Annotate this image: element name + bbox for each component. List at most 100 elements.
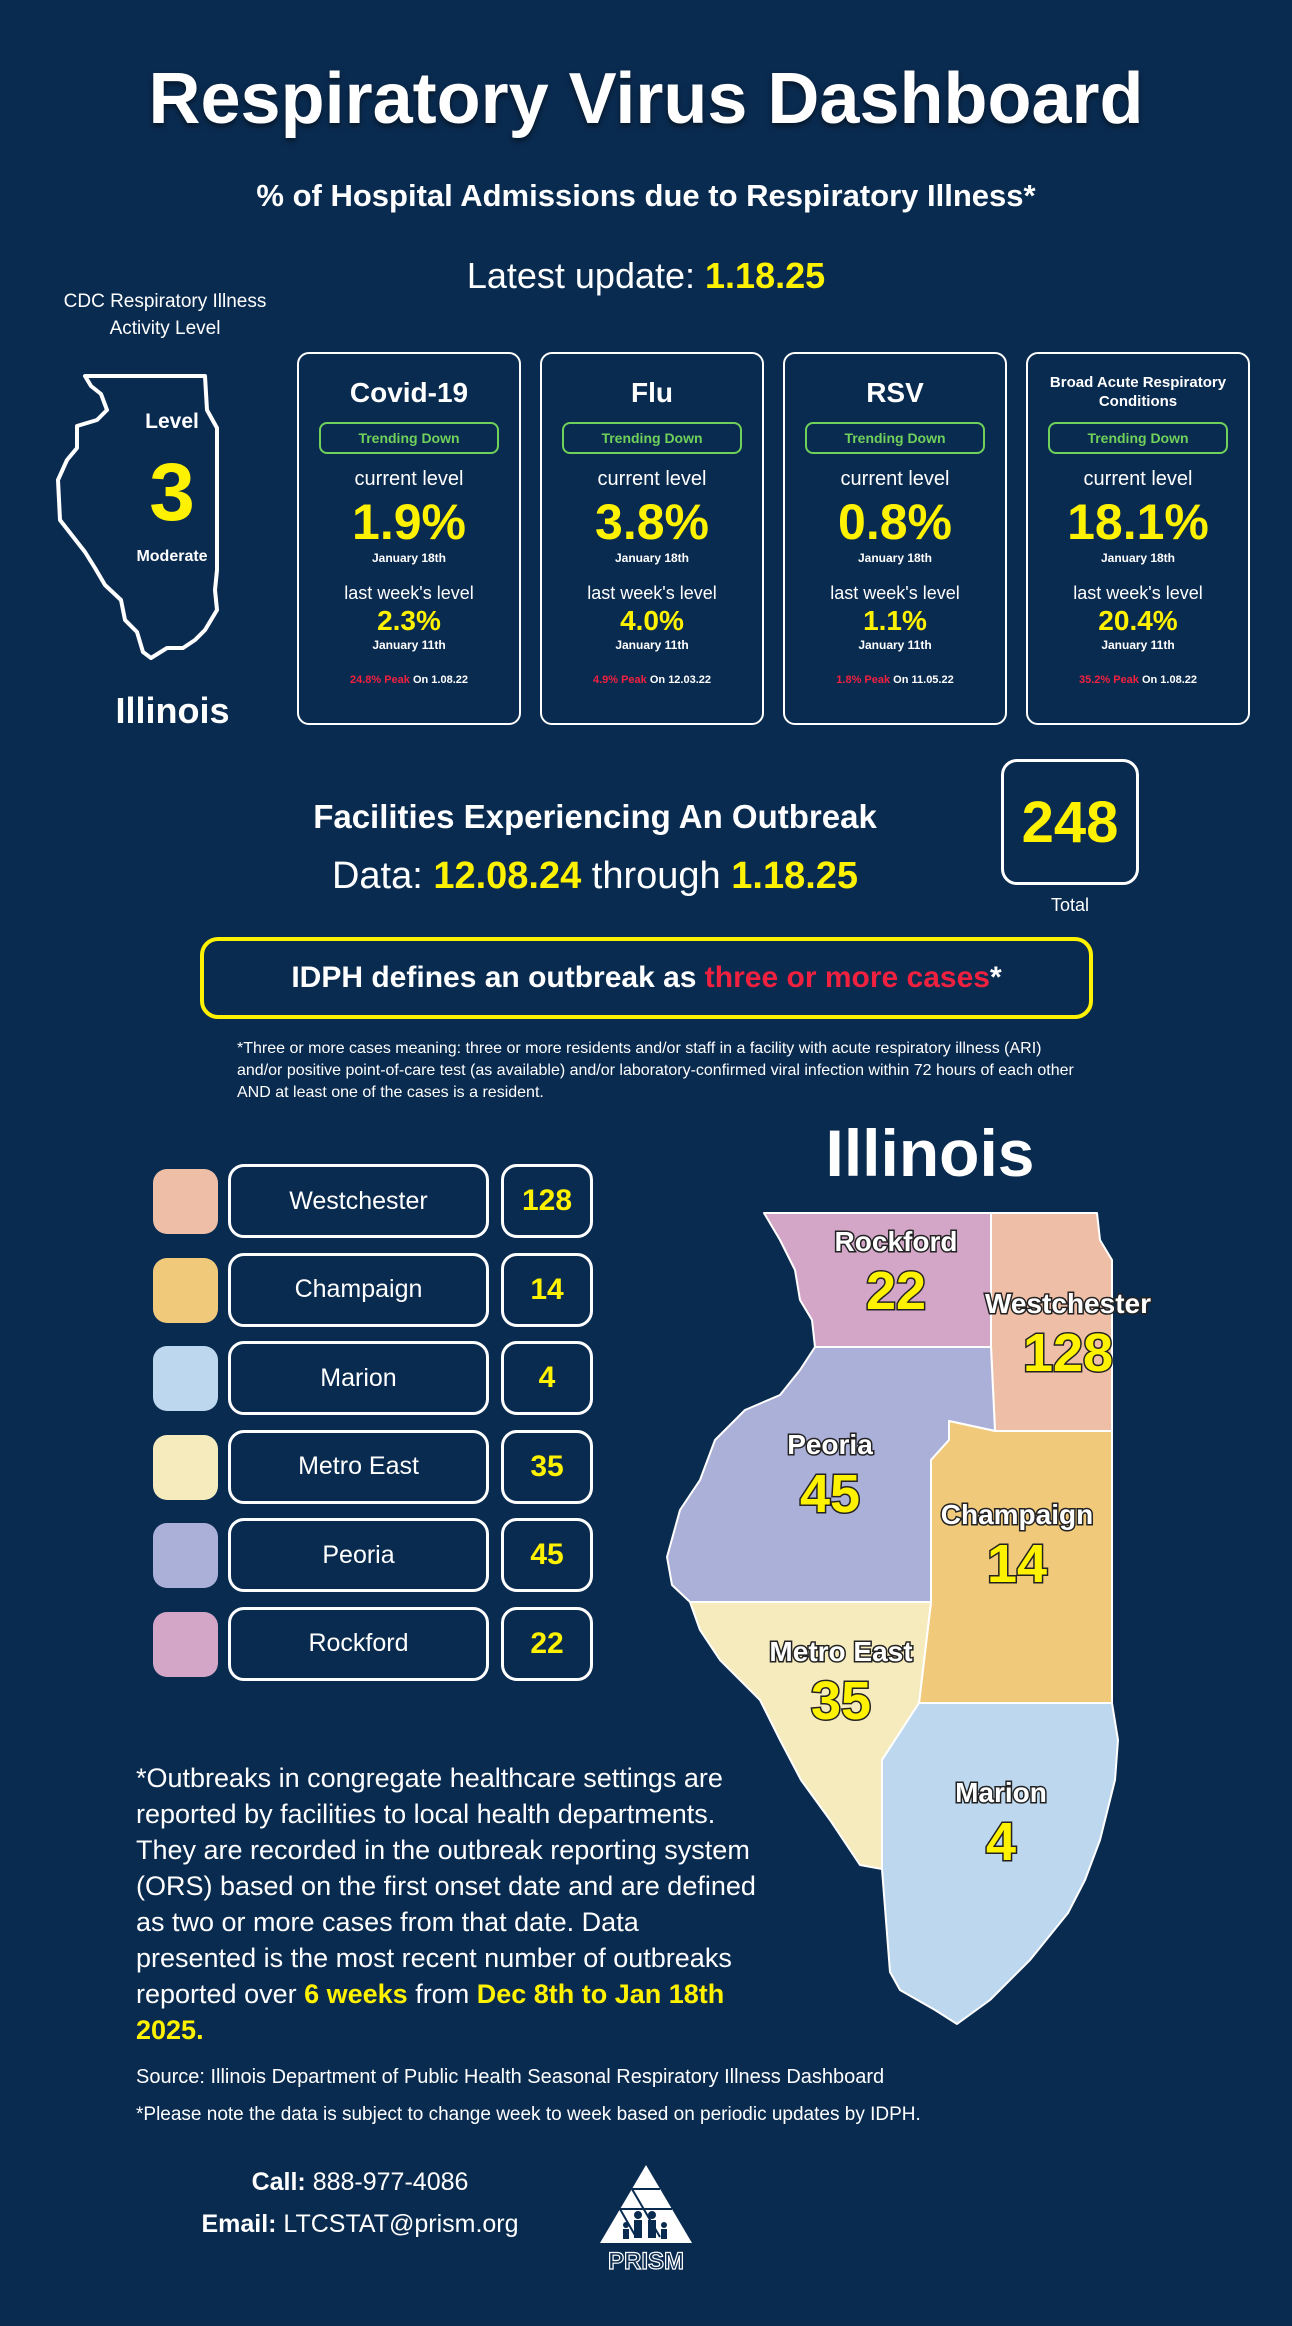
legend-region-count: 22 xyxy=(501,1606,593,1681)
current-level-date: January 18th xyxy=(857,551,933,565)
peak-date: On 11.05.22 xyxy=(893,674,954,686)
map-region-label: Champaign xyxy=(941,1499,1093,1530)
legend-region-count: 35 xyxy=(501,1429,593,1504)
trend-badge: Trending Down xyxy=(319,422,499,454)
metric-card: Covid-19 Trending Down current level 1.9… xyxy=(297,352,521,725)
peak-date: On 12.03.22 xyxy=(649,674,712,686)
disclaimer-text: *Please note the data is subject to chan… xyxy=(136,2104,921,2125)
prism-logo-icon: PRISM xyxy=(600,2165,692,2275)
map-region-count: 14 xyxy=(987,1534,1047,1594)
cdc-activity-label: CDC Respiratory Illness Activity Level xyxy=(20,288,310,342)
last-week-date: January 11th xyxy=(858,638,932,652)
current-level-label: current level xyxy=(354,468,464,490)
metric-card: Flu Trending Down current level 3.8% Jan… xyxy=(540,352,764,725)
map-title: Illinois xyxy=(825,1116,1035,1190)
card-title: Covid-19 xyxy=(349,376,469,408)
map-region-label: Westchester xyxy=(985,1288,1151,1319)
region-champaign xyxy=(918,1420,1113,1704)
last-week-label: last week's level xyxy=(830,583,960,603)
region-westchester xyxy=(990,1212,1113,1432)
peak-info: 1.8% Peak On 11.05.22 xyxy=(785,674,1005,686)
card-title: Broad Acute Respiratory Conditions xyxy=(1049,374,1227,410)
update-date: 1.18.25 xyxy=(705,255,826,296)
notes-mid: from xyxy=(407,1979,477,2009)
current-level-value: 0.8% xyxy=(838,494,952,550)
map-region-count: 128 xyxy=(1023,1323,1113,1383)
outbreak-notes: *Outbreaks in congregate healthcare sett… xyxy=(136,1760,756,2048)
region-marion xyxy=(881,1702,1119,2025)
data-label: Data: xyxy=(331,855,434,897)
peak-value: 4.9% Peak xyxy=(592,674,647,686)
last-week-label: last week's level xyxy=(344,583,474,603)
current-level-label: current level xyxy=(1083,468,1193,490)
card-title: RSV xyxy=(866,376,924,408)
definition-footnote: *Three or more cases meaning: three or m… xyxy=(237,1040,1074,1101)
notes-range: Dec 8th to Jan 18th 2025. xyxy=(136,1979,725,2045)
legend-swatch xyxy=(153,1434,218,1500)
cdc-label-line2: Activity Level xyxy=(109,318,221,339)
map-region-count: 22 xyxy=(866,1261,926,1321)
current-level-value: 18.1% xyxy=(1067,494,1209,550)
map-region-count: 45 xyxy=(800,1464,860,1524)
last-week-label: last week's level xyxy=(587,583,717,603)
peak-info: 4.9% Peak On 12.03.22 xyxy=(542,674,762,686)
current-level-date: January 18th xyxy=(1100,551,1176,565)
email-address[interactable]: LTCSTAT@prism.org xyxy=(276,2210,519,2238)
total-outbreaks: 248 xyxy=(1001,759,1139,885)
last-week-value: 1.1% xyxy=(863,605,927,636)
definition-suffix: * xyxy=(989,961,1002,994)
metric-card: Broad Acute Respiratory Conditions Trend… xyxy=(1026,352,1250,725)
through-label: through xyxy=(581,855,732,897)
notes-weeks: 6 weeks xyxy=(304,1979,408,2009)
trend-badge: Trending Down xyxy=(1048,422,1228,454)
logo-text: PRISM xyxy=(608,2248,684,2275)
current-level-date: January 18th xyxy=(614,551,690,565)
call-label: Call: xyxy=(251,2168,306,2196)
legend-swatch xyxy=(153,1611,218,1677)
legend-region-count: 14 xyxy=(501,1252,593,1327)
contact-email: Email: LTCSTAT@prism.org xyxy=(140,2210,580,2239)
notes-text: *Outbreaks in congregate healthcare sett… xyxy=(136,1763,756,2009)
current-level-label: current level xyxy=(840,468,950,490)
source-text: Source: Illinois Department of Public He… xyxy=(136,2066,885,2088)
total-label: Total xyxy=(1050,895,1090,915)
legend-swatch xyxy=(153,1523,218,1588)
current-level-label: current level xyxy=(597,468,707,490)
current-level-value: 3.8% xyxy=(595,494,709,550)
card-title: Flu xyxy=(631,376,673,408)
date-to: 1.18.25 xyxy=(731,855,859,897)
latest-update: Latest update: 1.18.25 xyxy=(0,255,1292,297)
last-week-label: last week's level xyxy=(1073,583,1203,603)
email-label: Email: xyxy=(201,2210,277,2238)
state-name: Illinois xyxy=(115,690,230,731)
date-from: 12.08.24 xyxy=(433,855,582,897)
peak-value: 24.8% Peak xyxy=(349,674,410,686)
cdc-label-line1: CDC Respiratory Illness xyxy=(63,291,267,312)
peak-value: 35.2% Peak xyxy=(1078,674,1139,686)
current-level-date: January 18th xyxy=(371,551,447,565)
last-week-date: January 11th xyxy=(372,638,446,652)
definition-highlight: three or more cases xyxy=(704,961,990,994)
legend-swatch xyxy=(153,1346,218,1411)
current-level-value: 1.9% xyxy=(352,494,466,550)
last-week-value: 4.0% xyxy=(620,605,684,636)
legend-region-name: Champaign xyxy=(228,1252,489,1327)
map-region-count: 35 xyxy=(811,1671,871,1731)
legend-region-name: Metro East xyxy=(228,1429,489,1504)
legend-region-name: Peoria xyxy=(228,1518,489,1592)
map-region-label: Peoria xyxy=(787,1429,873,1460)
trend-badge: Trending Down xyxy=(805,422,985,454)
legend-region-name: Rockford xyxy=(228,1606,489,1681)
trend-badge: Trending Down xyxy=(562,422,742,454)
last-week-date: January 11th xyxy=(1101,638,1175,652)
map-region-label: Marion xyxy=(955,1777,1047,1808)
map-region-label: Metro East xyxy=(769,1636,912,1667)
level-number: 3 xyxy=(149,447,195,538)
region-peoria xyxy=(666,1346,996,1603)
peak-date: On 1.08.22 xyxy=(412,674,469,686)
legend-region-count: 45 xyxy=(501,1518,593,1592)
peak-info: 24.8% Peak On 1.08.22 xyxy=(299,674,519,686)
contact-phone: Call: 888-977-4086 xyxy=(140,2168,580,2197)
phone-number[interactable]: 888-977-4086 xyxy=(305,2168,469,2196)
peak-value: 1.8% Peak xyxy=(836,674,891,686)
